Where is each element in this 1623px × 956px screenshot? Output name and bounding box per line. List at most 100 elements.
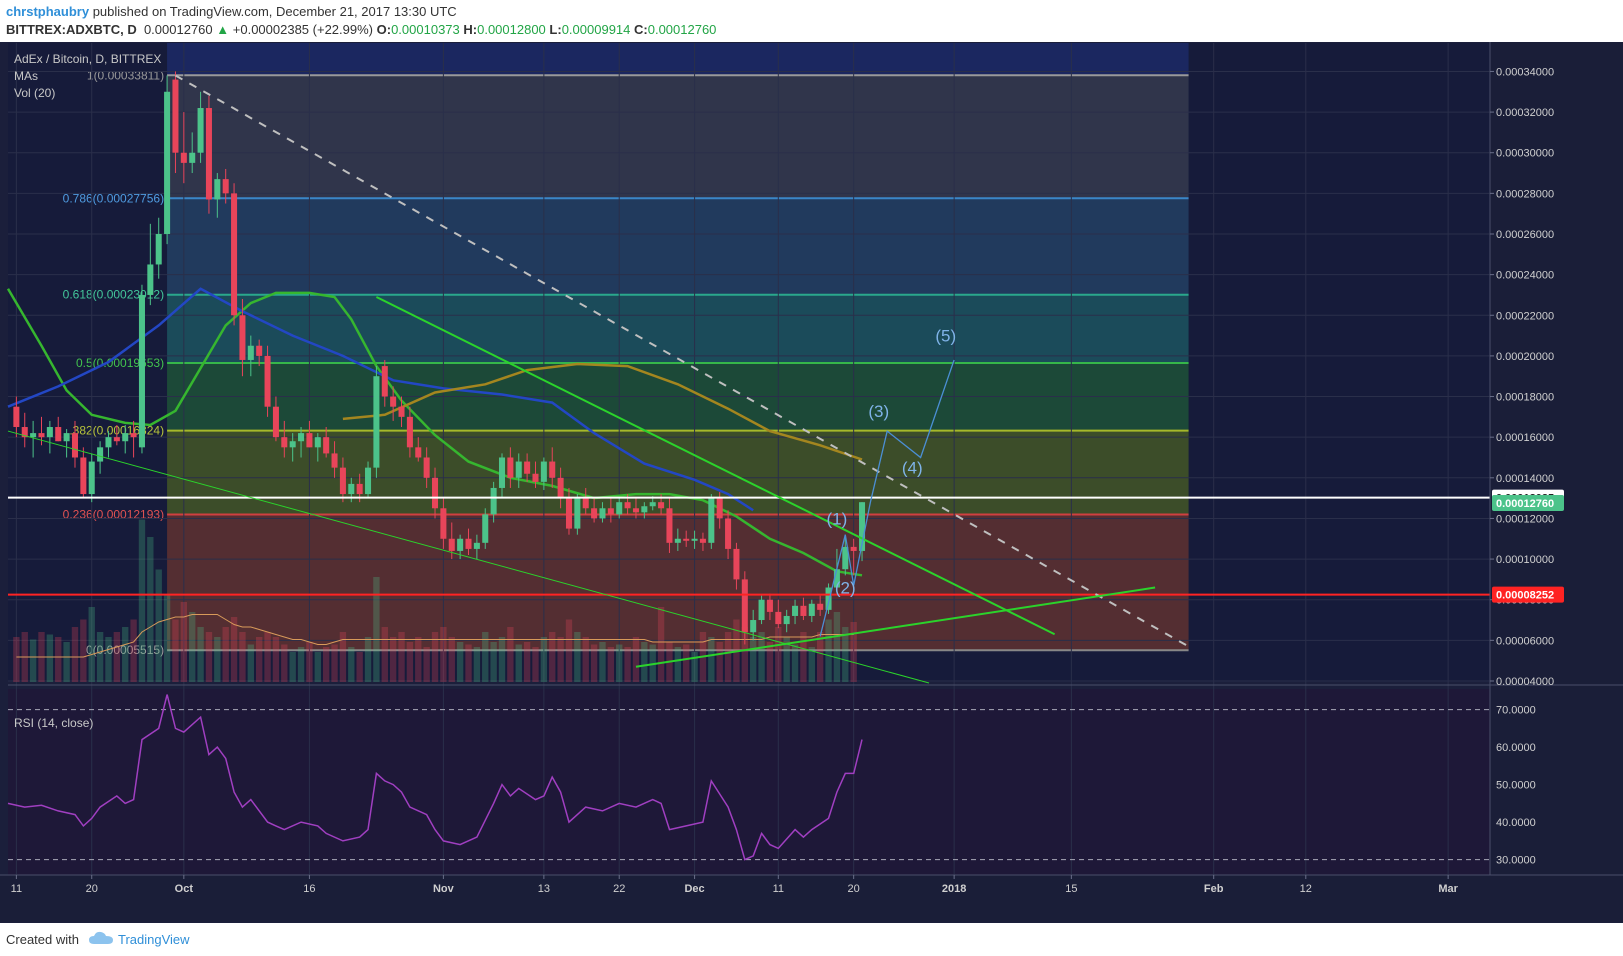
candle-body	[239, 315, 246, 360]
trendline	[174, 74, 1190, 648]
volume-bar	[683, 644, 690, 682]
volume-bar	[724, 632, 732, 682]
candle-body	[348, 483, 355, 495]
volume-bar	[381, 627, 388, 682]
volume-bar	[314, 652, 321, 682]
elliott-wave-label: (2)	[835, 579, 856, 598]
price-chart[interactable]: 1(0.00033811) 0.786(0.00027756) 0.618(0.00…	[0, 42, 1623, 922]
volume-bar	[758, 632, 765, 682]
rsi-legend[interactable]: RSI (14, close)	[14, 716, 94, 730]
volume-bar	[88, 607, 95, 682]
candle-body	[138, 294, 145, 448]
candle-body	[231, 193, 238, 316]
fib-zone	[167, 294, 1189, 363]
volume-bar	[155, 569, 162, 682]
trendline	[635, 586, 1156, 668]
candle-body	[716, 498, 723, 519]
close-value: 0.00012760	[647, 22, 717, 37]
x-tick-label: 11	[11, 883, 22, 895]
volume-bar	[138, 519, 146, 682]
candle-body	[46, 427, 53, 438]
x-tick-label: Nov	[433, 883, 455, 895]
volume-bar	[465, 644, 472, 682]
y-tick-label: 0.00026000	[1496, 229, 1554, 241]
candle-body	[549, 461, 556, 478]
candle-body	[214, 179, 221, 200]
volume-bar	[222, 627, 229, 682]
price-change: +0.00002385 (+22.99%)	[232, 22, 373, 37]
candle-body	[490, 487, 497, 515]
volume-bar	[557, 637, 564, 682]
volume-ma-line	[16, 614, 854, 658]
volume-bar	[825, 619, 832, 682]
candle-body	[649, 502, 656, 507]
volume-bar	[63, 642, 70, 682]
candle-body	[105, 437, 112, 448]
candle-body	[21, 427, 28, 438]
candle-body	[708, 498, 715, 543]
candle-body	[817, 603, 824, 610]
volume-legend[interactable]: Vol (20)	[14, 86, 56, 100]
fib-level-label: 0.618(0.00023012)	[63, 288, 164, 302]
candle-body	[733, 548, 740, 580]
volume-bar	[691, 652, 698, 682]
candle-body	[71, 433, 78, 458]
low-label: L:	[549, 22, 562, 37]
candle-body	[666, 508, 673, 543]
candle-body	[624, 502, 631, 509]
volume-bar	[398, 632, 405, 682]
volume-bar	[29, 639, 37, 682]
y-tick-label: 0.00030000	[1496, 148, 1554, 160]
volume-bar	[289, 652, 296, 682]
volume-bar	[574, 632, 581, 682]
volume-bar	[322, 647, 330, 682]
volume-bar	[833, 612, 841, 682]
x-tick-label: Mar	[1438, 883, 1458, 895]
x-tick-label: 11	[773, 883, 784, 895]
candle-body	[365, 467, 372, 495]
fib-level-label: 0.786(0.00027756)	[63, 191, 164, 205]
tradingview-link[interactable]: TradingView	[118, 932, 190, 947]
candle-body	[432, 477, 439, 509]
volume-bar	[163, 594, 171, 682]
candle-body	[256, 345, 263, 356]
volume-bar	[741, 627, 748, 682]
volume-bar	[189, 612, 196, 682]
candle-body	[448, 538, 455, 551]
candle-body	[833, 569, 840, 588]
y-tick-label: 0.00010000	[1496, 554, 1554, 566]
candle-body	[783, 615, 790, 625]
volume-bar	[46, 634, 54, 682]
symbol-label[interactable]: BITTREX:ADXBTC, D	[6, 22, 137, 37]
candle-body	[658, 502, 665, 509]
candle-body	[725, 518, 732, 549]
mas-legend[interactable]: MAs	[14, 69, 38, 83]
y-tick-label: 0.00032000	[1496, 107, 1554, 119]
volume-bar	[230, 617, 238, 682]
volume-bar	[456, 642, 464, 682]
volume-bar	[515, 644, 522, 682]
candle-body	[507, 457, 514, 478]
volume-bar	[113, 632, 121, 682]
last-price: 0.00012760	[143, 22, 213, 37]
rsi-tick-label: 70.0000	[1496, 705, 1536, 717]
candle-body	[306, 433, 313, 448]
volume-bar	[750, 637, 757, 682]
candle-body	[30, 433, 37, 438]
candle-body	[532, 473, 539, 482]
high-value: 0.00012800	[477, 22, 546, 37]
fib-level-label: 0(0.00005515)	[86, 643, 164, 657]
candle-body	[88, 461, 95, 495]
volume-bar	[448, 637, 455, 682]
candle-body	[792, 605, 799, 616]
candle-body	[683, 538, 690, 541]
author-link[interactable]: chrstphaubry	[6, 4, 90, 19]
volume-bar	[180, 602, 188, 682]
volume-bar	[172, 619, 179, 682]
volume-bar	[708, 637, 715, 682]
volume-bar	[264, 632, 271, 682]
y-tick-label: 0.00034000	[1496, 66, 1554, 78]
up-arrow-icon: ▲	[216, 22, 230, 37]
volume-bar	[373, 577, 380, 682]
volume-bar	[364, 637, 372, 682]
